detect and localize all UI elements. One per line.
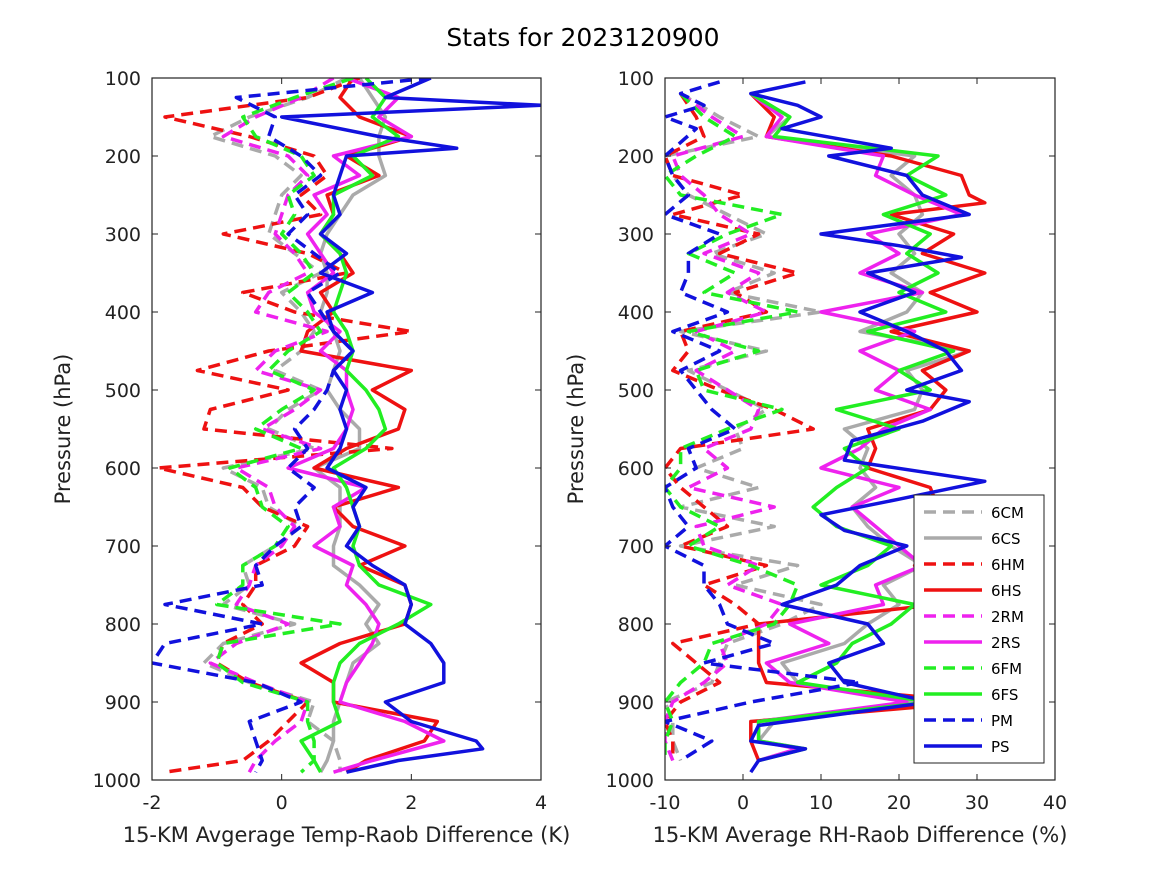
x-tick-label: 0 [737,792,749,814]
y-tick-label: 300 [105,224,141,246]
legend-label-6hs: 6HS [991,582,1021,600]
y-tick-label: 200 [105,146,141,168]
y-tick-label: 800 [105,614,141,636]
series-ps [279,78,541,774]
axes-frame [664,77,1056,781]
series-group [665,80,987,774]
series-pm [152,78,431,774]
series-6hs [299,78,440,774]
legend-label-2rs: 2RS [991,634,1021,652]
x-tick-label: 40 [1043,792,1067,814]
series-6hm [156,78,414,774]
y-tick-label: 1000 [606,770,654,792]
x-axis-label: 15-KM Average RH-Raob Difference (%) [653,823,1068,847]
legend-label-6fs: 6FS [991,686,1018,704]
right-rh-panel: -10 0 10 20 30 40 100 200 300 400 500 600 700 800 900 1… [564,68,1067,847]
y-tick-label: 600 [618,458,654,480]
left-temperature-panel: -2 0 2 4 100 200 300 400 500 600 700 800 900 1000 15-K… [51,68,570,847]
series-6fm [665,92,800,761]
series-pm [665,80,862,762]
y-axis-label: Pressure (hPa) [564,354,588,505]
axes-frame [151,77,542,781]
legend: 6CM 6CS 6HM 6HS 2RM 2RS 6FM 6FS PM PS [913,494,1045,764]
y-tick-label: 900 [105,692,141,714]
x-axis-label: 15-KM Avgerage Temp-Raob Difference (K) [123,823,571,847]
figure-title: Stats for 2023120900 [446,23,719,52]
series-6cm [665,92,823,762]
legend-label-2rm: 2RM [991,608,1024,626]
series-6cs [312,78,388,774]
legend-label-6fm: 6FM [991,660,1022,678]
series-2rm [665,92,784,762]
y-tick-label: 500 [618,380,654,402]
series-6fm [215,78,354,774]
x-tick-label: 0 [276,792,288,814]
y-tick-label: 800 [618,614,654,636]
x-tick-label: 2 [405,792,417,814]
series-2rm [208,78,335,774]
y-tick-label: 600 [105,458,141,480]
y-tick-label: 400 [618,302,654,324]
legend-label-6hm: 6HM [991,556,1025,574]
y-tick-label: 100 [618,68,654,90]
series-6hs [749,92,987,762]
y-tick-label: 100 [105,68,141,90]
y-axis-label: Pressure (hPa) [51,354,75,505]
series-ps [749,80,987,774]
y-tick-label: 200 [618,146,654,168]
y-tick-label: 900 [618,692,654,714]
y-tick-label: 700 [105,536,141,558]
x-tick-label: -10 [649,792,680,814]
x-tick-label: -2 [143,792,162,814]
y-tick-label: 700 [618,536,654,558]
x-tick-label: 30 [965,792,989,814]
y-tick-label: 500 [105,380,141,402]
x-tick-label: 10 [809,792,833,814]
legend-label-ps: PS [991,738,1010,756]
y-tick-label: 1000 [93,770,141,792]
legend-label-6cs: 6CS [991,530,1021,548]
y-tick-label: 400 [105,302,141,324]
legend-label-pm: PM [991,712,1013,730]
y-tick-label: 300 [618,224,654,246]
legend-label-6cm: 6CM [991,504,1024,522]
series-6hm [665,92,815,761]
x-tick-label: 4 [535,792,547,814]
legend-box [913,494,1045,764]
series-6cm [202,78,348,773]
series-group [152,78,541,774]
x-tick-label: 20 [887,792,911,814]
